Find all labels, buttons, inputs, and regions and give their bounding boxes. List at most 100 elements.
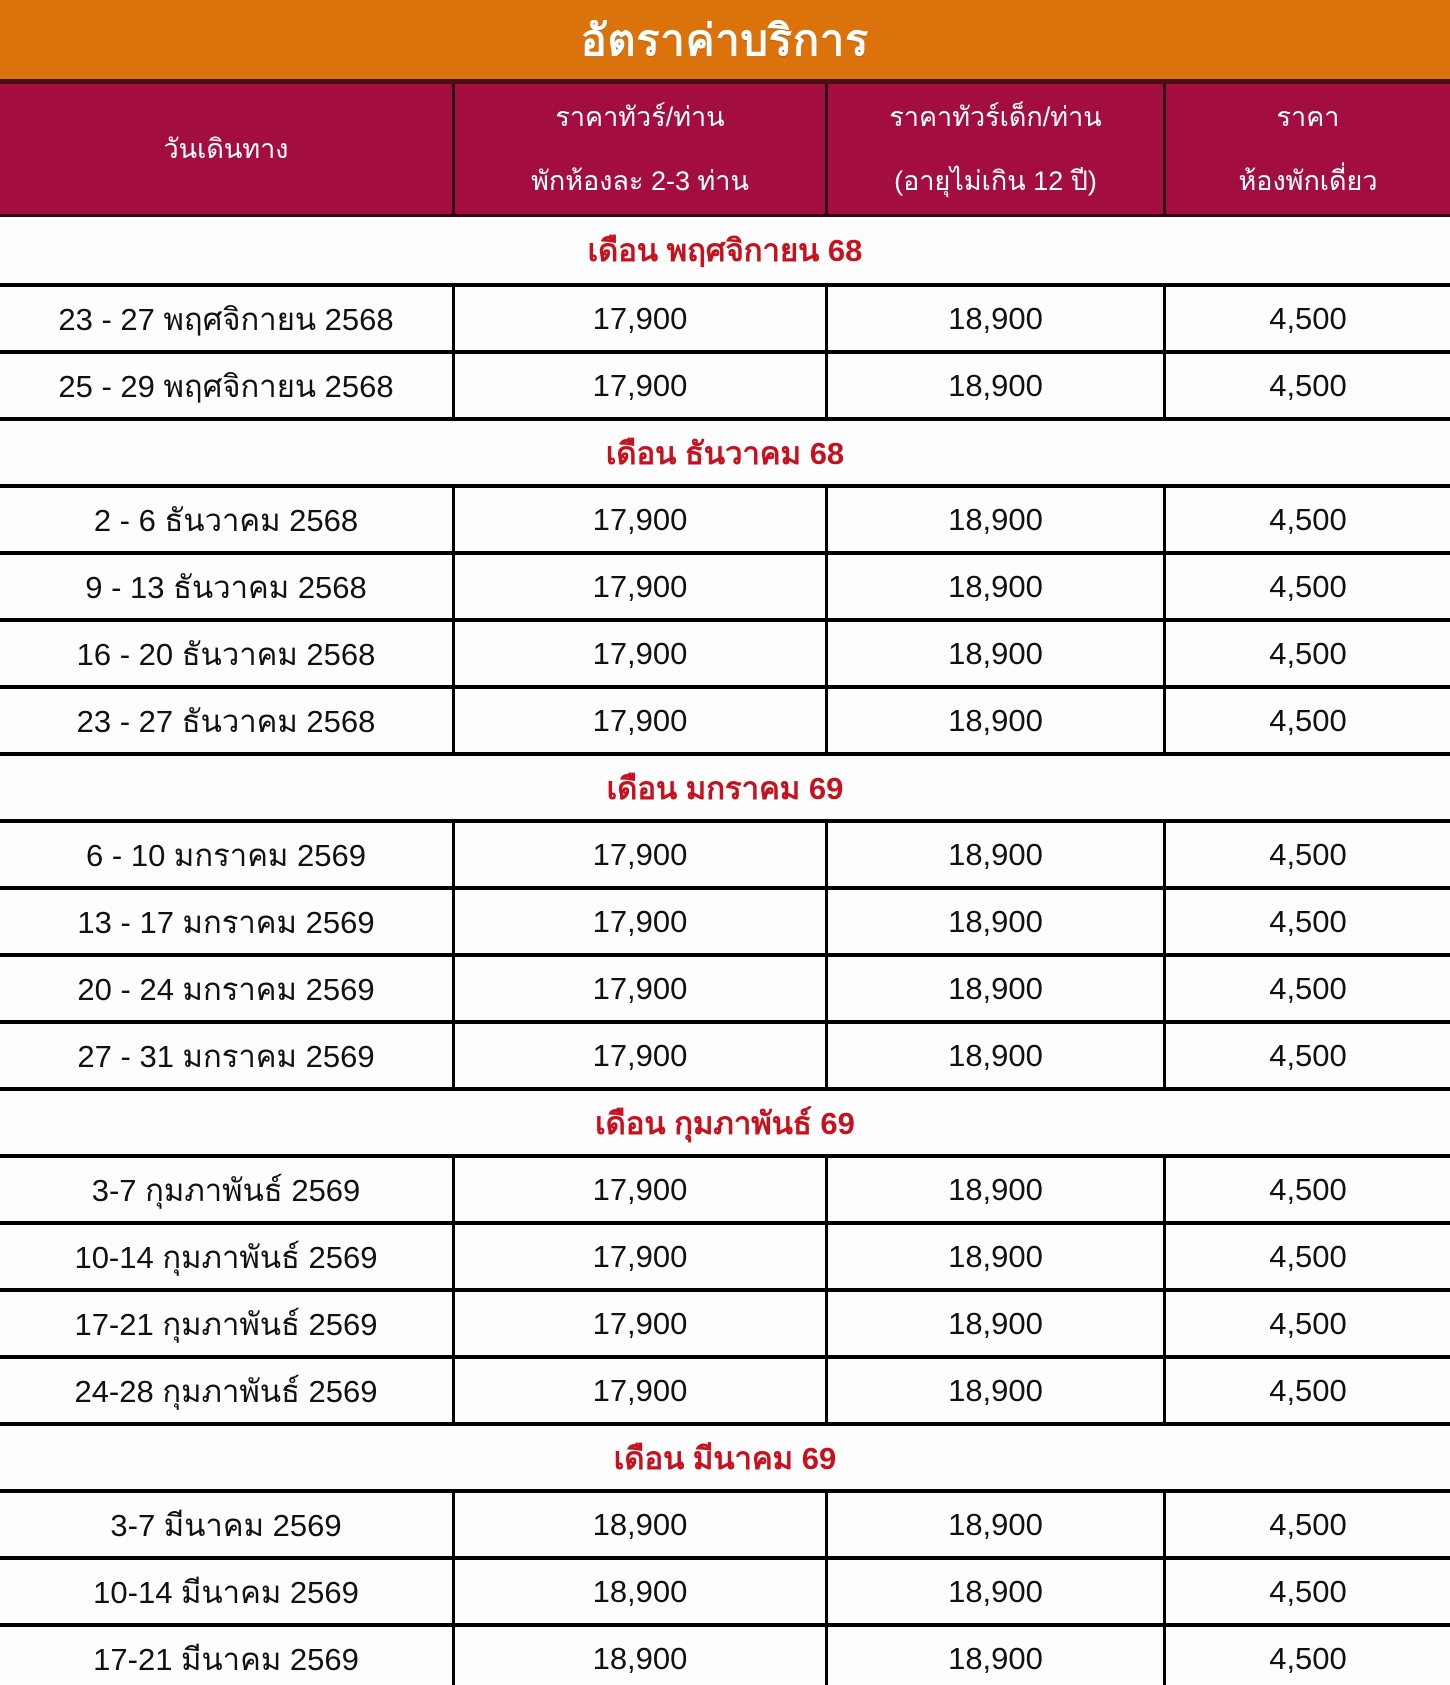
date-cell: 6 - 10 มกราคม 2569 (86, 837, 366, 873)
adult-price-cell: 18,900 (452, 1560, 825, 1623)
table-header-row: วันเดินทาง ราคาทัวร์/ท่าน พักห้องละ 2-3 … (0, 79, 1450, 217)
month-section-header: เดือน พฤศจิกายน 68 (0, 217, 1450, 283)
title-banner: อัตราค่าบริการ (0, 0, 1450, 79)
single-room-price-cell: 4,500 (1163, 1493, 1450, 1556)
table-row: 23 - 27 พฤศจิกายน 2568 17,900 18,900 4,500 (0, 283, 1450, 350)
table-row: 13 - 17 มกราคม 2569 17,900 18,900 4,500 (0, 886, 1450, 953)
header-cell-child-price: ราคาทัวร์เด็ก/ท่าน (อายุไม่เกิน 12 ปี) (825, 84, 1163, 214)
date-cell: 3-7 มีนาคม 2569 (110, 1507, 342, 1543)
single-room-price-cell: 4,500 (1163, 823, 1450, 886)
child-price-cell: 18,900 (825, 354, 1163, 417)
header-line: ราคา (1276, 101, 1340, 132)
single-room-price-cell: 4,500 (1163, 354, 1450, 417)
adult-price-cell: 17,900 (452, 354, 825, 417)
adult-price-cell: 17,900 (452, 622, 825, 685)
adult-price-cell: 17,900 (452, 1158, 825, 1221)
single-room-price-cell: 4,500 (1163, 287, 1450, 350)
table-row: 20 - 24 มกราคม 2569 17,900 18,900 4,500 (0, 953, 1450, 1020)
adult-price-cell: 18,900 (452, 1493, 825, 1556)
child-price-cell: 18,900 (825, 823, 1163, 886)
table-row: 17-21 มีนาคม 2569 18,900 18,900 4,500 (0, 1623, 1450, 1685)
date-cell: 2 - 6 ธันวาคม 2568 (93, 502, 359, 538)
date-cell: 13 - 17 มกราคม 2569 (77, 904, 375, 940)
single-room-price-cell: 4,500 (1163, 1024, 1450, 1087)
adult-price-cell: 17,900 (452, 890, 825, 953)
adult-price-cell: 17,900 (452, 1225, 825, 1288)
table-row: 3-7 กุมภาพันธ์ 2569 17,900 18,900 4,500 (0, 1154, 1450, 1221)
single-room-price-cell: 4,500 (1163, 957, 1450, 1020)
child-price-cell: 18,900 (825, 488, 1163, 551)
table-row: 24-28 กุมภาพันธ์ 2569 17,900 18,900 4,500 (0, 1355, 1450, 1422)
child-price-cell: 18,900 (825, 890, 1163, 953)
single-room-price-cell: 4,500 (1163, 890, 1450, 953)
table-row: 10-14 มีนาคม 2569 18,900 18,900 4,500 (0, 1556, 1450, 1623)
single-room-price-cell: 4,500 (1163, 1225, 1450, 1288)
single-room-price-cell: 4,500 (1163, 488, 1450, 551)
child-price-cell: 18,900 (825, 1158, 1163, 1221)
single-room-price-cell: 4,500 (1163, 1560, 1450, 1623)
child-price-cell: 18,900 (825, 287, 1163, 350)
adult-price-cell: 17,900 (452, 1292, 825, 1355)
table-row: 17-21 กุมภาพันธ์ 2569 17,900 18,900 4,500 (0, 1288, 1450, 1355)
child-price-cell: 18,900 (825, 1560, 1163, 1623)
table-row: 6 - 10 มกราคม 2569 17,900 18,900 4,500 (0, 819, 1450, 886)
date-cell: 25 - 29 พฤศจิกายน 2568 (58, 368, 394, 404)
date-cell: 27 - 31 มกราคม 2569 (77, 1038, 375, 1074)
month-section-header: เดือน ธันวาคม 68 (0, 417, 1450, 484)
date-cell: 20 - 24 มกราคม 2569 (77, 971, 375, 1007)
date-cell: 3-7 กุมภาพันธ์ 2569 (91, 1172, 361, 1208)
month-section-label: เดือน มกราคม 69 (606, 770, 844, 806)
date-cell: 17-21 กุมภาพันธ์ 2569 (74, 1306, 378, 1342)
month-section-label: เดือน กุมภาพันธ์ 69 (595, 1105, 855, 1141)
page-title: อัตราค่าบริการ (580, 16, 870, 65)
adult-price-cell: 17,900 (452, 823, 825, 886)
child-price-cell: 18,900 (825, 555, 1163, 618)
date-cell: 24-28 กุมภาพันธ์ 2569 (74, 1373, 378, 1409)
child-price-cell: 18,900 (825, 1225, 1163, 1288)
child-price-cell: 18,900 (825, 1359, 1163, 1422)
table-body: เดือน พฤศจิกายน 68 23 - 27 พฤศจิกายน 2568… (0, 217, 1450, 1685)
month-section-header: เดือน มกราคม 69 (0, 752, 1450, 819)
adult-price-cell: 17,900 (452, 555, 825, 618)
single-room-price-cell: 4,500 (1163, 1359, 1450, 1422)
table-row: 25 - 29 พฤศจิกายน 2568 17,900 18,900 4,500 (0, 350, 1450, 417)
adult-price-cell: 17,900 (452, 957, 825, 1020)
child-price-cell: 18,900 (825, 622, 1163, 685)
date-cell: 23 - 27 ธันวาคม 2568 (76, 703, 376, 739)
child-price-cell: 18,900 (825, 689, 1163, 752)
table-row: 27 - 31 มกราคม 2569 17,900 18,900 4,500 (0, 1020, 1450, 1087)
date-cell: 23 - 27 พฤศจิกายน 2568 (58, 301, 394, 337)
adult-price-cell: 17,900 (452, 1359, 825, 1422)
header-line: ราคาทัวร์เด็ก/ท่าน (889, 101, 1102, 132)
adult-price-cell: 17,900 (452, 287, 825, 350)
child-price-cell: 18,900 (825, 1024, 1163, 1087)
date-cell: 9 - 13 ธันวาคม 2568 (85, 569, 367, 605)
adult-price-cell: 17,900 (452, 1024, 825, 1087)
table-row: 16 - 20 ธันวาคม 2568 17,900 18,900 4,500 (0, 618, 1450, 685)
adult-price-cell: 17,900 (452, 488, 825, 551)
single-room-price-cell: 4,500 (1163, 622, 1450, 685)
adult-price-cell: 17,900 (452, 689, 825, 752)
child-price-cell: 18,900 (825, 1627, 1163, 1685)
month-section-label: เดือน มีนาคม 69 (613, 1440, 837, 1476)
date-cell: 17-21 มีนาคม 2569 (93, 1641, 359, 1677)
date-cell: 10-14 มีนาคม 2569 (93, 1574, 359, 1610)
table-row: 9 - 13 ธันวาคม 2568 17,900 18,900 4,500 (0, 551, 1450, 618)
header-line: (อายุไม่เกิน 12 ปี) (894, 166, 1097, 196)
adult-price-cell: 18,900 (452, 1627, 825, 1685)
table-row: 23 - 27 ธันวาคม 2568 17,900 18,900 4,500 (0, 685, 1450, 752)
table-row: 2 - 6 ธันวาคม 2568 17,900 18,900 4,500 (0, 484, 1450, 551)
header-cell-adult-price: ราคาทัวร์/ท่าน พักห้องละ 2-3 ท่าน (452, 84, 825, 214)
single-room-price-cell: 4,500 (1163, 555, 1450, 618)
single-room-price-cell: 4,500 (1163, 689, 1450, 752)
month-section-label: เดือน ธันวาคม 68 (605, 435, 845, 471)
month-section-header: เดือน มีนาคม 69 (0, 1422, 1450, 1489)
header-cell-date: วันเดินทาง (0, 84, 452, 214)
child-price-cell: 18,900 (825, 1292, 1163, 1355)
header-cell-single-room-price: ราคา ห้องพักเดี่ยว (1163, 84, 1450, 214)
child-price-cell: 18,900 (825, 1493, 1163, 1556)
month-section-label: เดือน พฤศจิกายน 68 (587, 233, 863, 268)
table-row: 10-14 กุมภาพันธ์ 2569 17,900 18,900 4,500 (0, 1221, 1450, 1288)
child-price-cell: 18,900 (825, 957, 1163, 1020)
